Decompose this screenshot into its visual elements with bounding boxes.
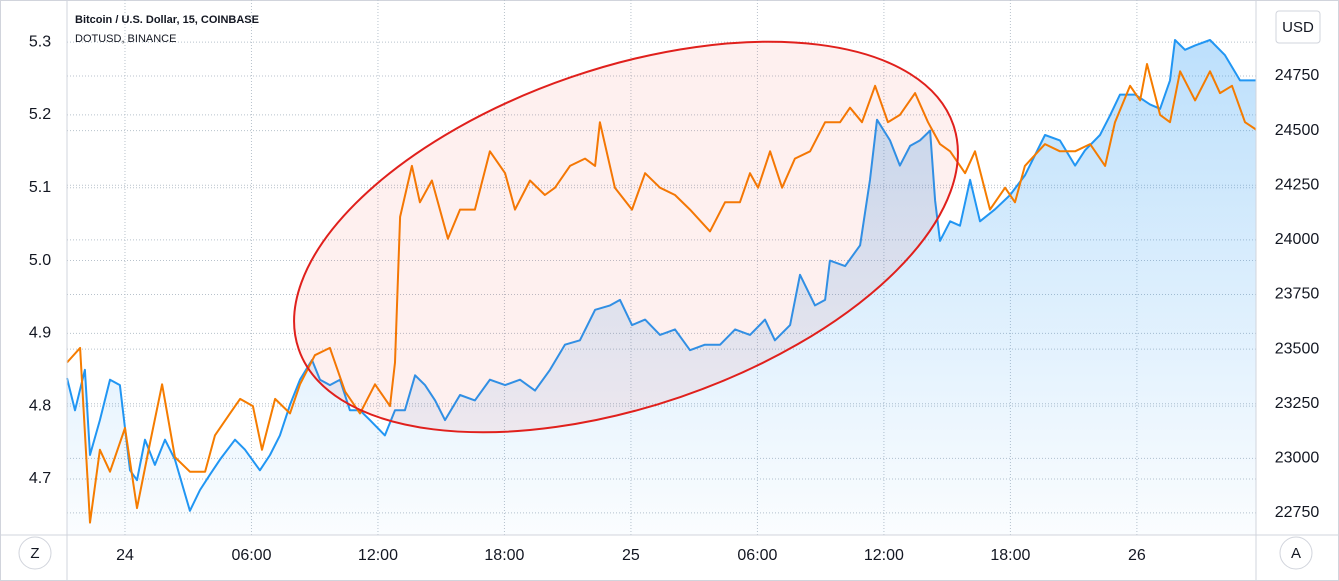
x-tick-label: 06:00: [231, 547, 271, 564]
auto-button[interactable]: [1279, 536, 1313, 570]
y2-tick-label: 24000: [1275, 231, 1320, 248]
y2-tick-label: 22750: [1275, 504, 1320, 521]
x-tick-label: 12:00: [864, 547, 904, 564]
zoom-label[interactable]: Z: [30, 545, 39, 562]
y-tick-label: 5.3: [29, 33, 51, 50]
y-tick-label: 5.0: [29, 252, 51, 269]
y2-tick-label: 23500: [1275, 340, 1320, 357]
x-tick-label: 18:00: [484, 547, 524, 564]
highlight-ellipse: [293, 40, 959, 434]
series-line: [66, 63, 1257, 524]
x-tick-label: 24: [116, 547, 134, 564]
legend-entry: DOTUSD, BINANCE: [75, 33, 176, 45]
y-tick-label: 5.2: [29, 106, 51, 123]
plot: [66, 39, 1257, 535]
x-tick-label: 18:00: [990, 547, 1030, 564]
currency-button[interactable]: [1275, 10, 1321, 44]
y2-tick-label: 23000: [1275, 450, 1320, 467]
y2-tick-label: 23250: [1275, 395, 1320, 412]
x-tick-label: 26: [1128, 547, 1146, 564]
y-tick-label: 4.7: [29, 470, 51, 487]
series-line: [66, 39, 1256, 512]
currency-label[interactable]: USD: [1282, 19, 1314, 36]
x-tick-label: 06:00: [737, 547, 777, 564]
y-tick-label: 4.9: [29, 325, 51, 342]
y2-tick-label: 24250: [1275, 176, 1320, 193]
legend-entry: Bitcoin / U.S. Dollar, 15, COINBASE: [75, 14, 259, 26]
y2-tick-label: 24750: [1275, 67, 1320, 84]
y2-tick-label: 23750: [1275, 286, 1320, 303]
y-tick-label: 5.1: [29, 179, 51, 196]
zoom-button[interactable]: [18, 536, 52, 570]
x-tick-label: 25: [622, 547, 640, 564]
y2-tick-label: 24500: [1275, 122, 1320, 139]
x-tick-label: 12:00: [358, 547, 398, 564]
y-tick-label: 4.8: [29, 397, 51, 414]
area: [67, 40, 1256, 535]
auto-label[interactable]: A: [1291, 545, 1301, 562]
